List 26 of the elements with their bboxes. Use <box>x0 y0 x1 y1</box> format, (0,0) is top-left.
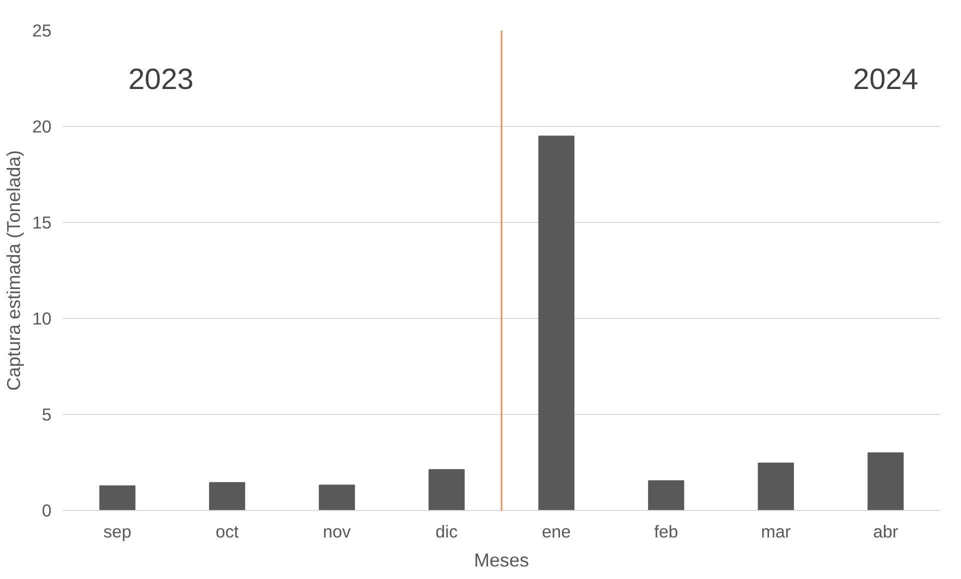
x-tick-label: ene <box>542 522 571 542</box>
y-tick-label: 10 <box>32 308 52 328</box>
x-tick-label: sep <box>103 522 132 542</box>
bar <box>428 469 465 510</box>
y-tick-label: 25 <box>32 20 52 40</box>
x-tick-label: nov <box>322 522 352 542</box>
y-tick-label: 20 <box>32 116 52 136</box>
x-tick-label: oct <box>216 522 239 542</box>
annotation: 2023 <box>128 63 194 96</box>
x-tick-label: feb <box>654 522 678 542</box>
x-tick-label: abr <box>873 522 898 542</box>
y-axis-title: Captura estimada (Tonelada) <box>3 150 24 391</box>
bar <box>758 462 794 510</box>
x-tick-label: dic <box>436 522 458 542</box>
bar <box>209 482 246 510</box>
x-tick-label: mar <box>760 522 792 542</box>
x-axis-title: Meses <box>474 550 529 570</box>
bar <box>868 452 904 510</box>
annotation: 2024 <box>853 63 918 96</box>
bar <box>99 485 136 510</box>
y-tick-label: 15 <box>32 212 52 232</box>
y-tick-label: 0 <box>42 500 52 520</box>
bar <box>318 484 355 510</box>
bar <box>538 136 574 510</box>
bar <box>648 480 684 510</box>
y-tick-label: 5 <box>42 404 52 424</box>
